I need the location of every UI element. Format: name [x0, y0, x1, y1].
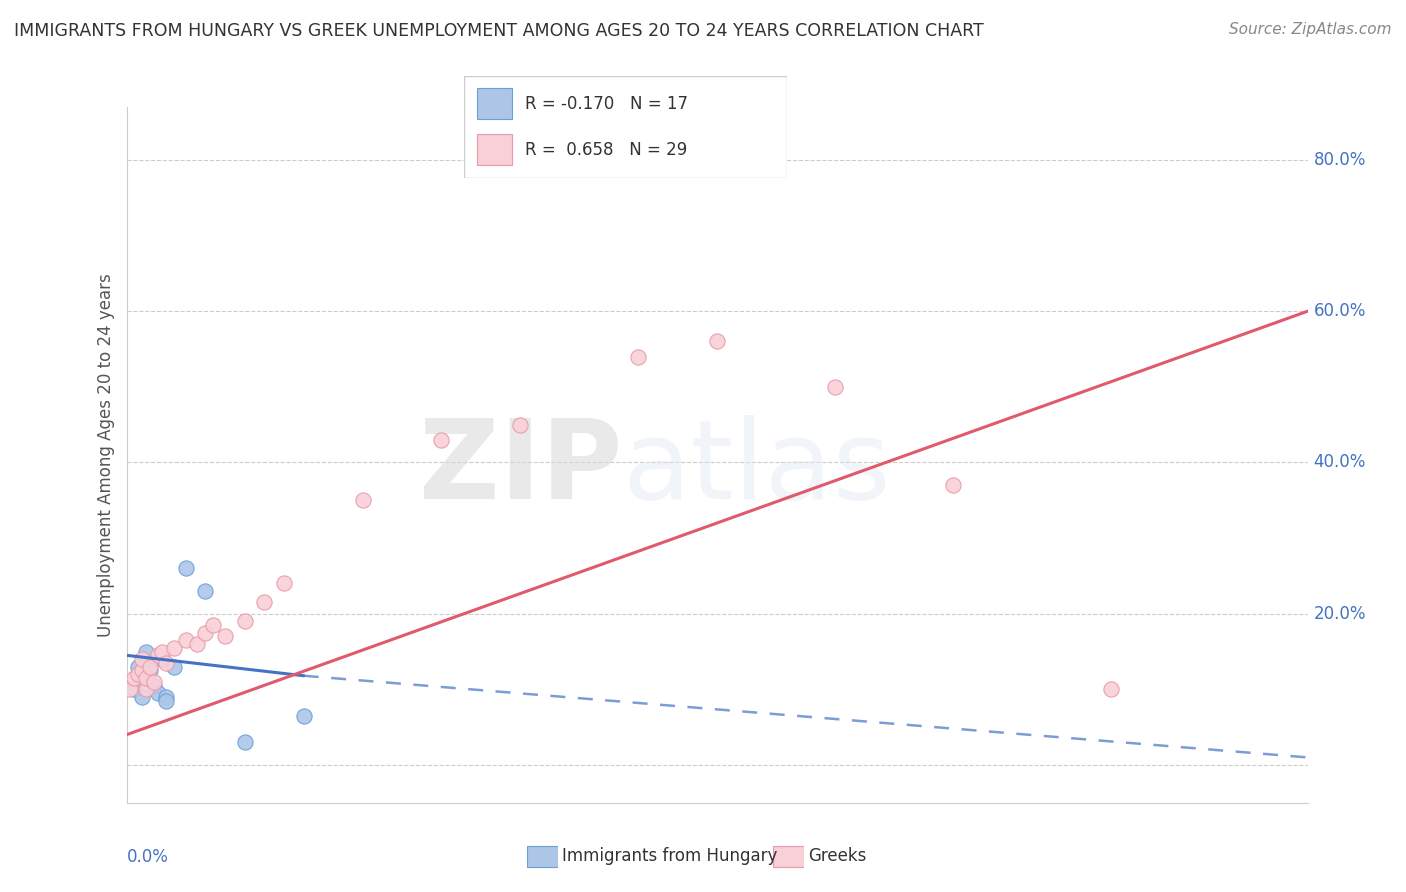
Point — [146, 648, 169, 663]
Point — [824, 380, 846, 394]
Point — [233, 735, 256, 749]
Point — [292, 708, 315, 723]
Point — [143, 674, 166, 689]
Point — [127, 667, 149, 681]
Text: R =  0.658   N = 29: R = 0.658 N = 29 — [526, 141, 688, 159]
Point — [139, 664, 162, 678]
Point — [143, 679, 166, 693]
Point — [150, 644, 173, 658]
Point — [124, 671, 146, 685]
Point — [146, 686, 169, 700]
Text: IMMIGRANTS FROM HUNGARY VS GREEK UNEMPLOYMENT AMONG AGES 20 TO 24 YEARS CORRELAT: IMMIGRANTS FROM HUNGARY VS GREEK UNEMPLO… — [14, 22, 984, 40]
Point — [186, 637, 208, 651]
Point — [174, 561, 197, 575]
Point — [163, 640, 186, 655]
Point — [127, 659, 149, 673]
Bar — [773, 846, 804, 867]
Text: ZIP: ZIP — [419, 416, 623, 523]
Point — [131, 664, 153, 678]
FancyBboxPatch shape — [464, 76, 787, 178]
Point — [135, 644, 157, 658]
Bar — [477, 135, 513, 165]
Point — [1099, 682, 1122, 697]
Point — [194, 584, 217, 599]
Point — [150, 652, 173, 666]
Point — [135, 682, 157, 697]
Point — [194, 625, 217, 640]
Point — [214, 629, 236, 643]
Point — [139, 659, 162, 673]
Point — [131, 652, 153, 666]
Point — [627, 350, 650, 364]
Point — [124, 682, 146, 697]
Y-axis label: Unemployment Among Ages 20 to 24 years: Unemployment Among Ages 20 to 24 years — [97, 273, 115, 637]
Text: 80.0%: 80.0% — [1313, 151, 1365, 169]
Text: 40.0%: 40.0% — [1313, 453, 1365, 472]
Point — [273, 576, 295, 591]
Text: 20.0%: 20.0% — [1313, 605, 1367, 623]
Text: Source: ZipAtlas.com: Source: ZipAtlas.com — [1229, 22, 1392, 37]
Text: R = -0.170   N = 17: R = -0.170 N = 17 — [526, 95, 689, 112]
Bar — [477, 88, 513, 119]
Text: atlas: atlas — [623, 416, 891, 523]
Point — [131, 690, 153, 704]
Point — [202, 618, 225, 632]
Text: Greeks: Greeks — [808, 847, 868, 865]
Point — [131, 667, 153, 681]
Bar — [527, 846, 558, 867]
Point — [163, 659, 186, 673]
Point — [509, 417, 531, 432]
Point — [233, 615, 256, 629]
Point — [135, 671, 157, 685]
Point — [155, 694, 177, 708]
Point — [155, 656, 177, 670]
Point — [430, 433, 453, 447]
Text: 60.0%: 60.0% — [1313, 302, 1365, 320]
Point — [706, 334, 728, 349]
Point — [352, 493, 374, 508]
Text: Immigrants from Hungary: Immigrants from Hungary — [562, 847, 778, 865]
Point — [253, 595, 276, 609]
Point — [942, 478, 965, 492]
Point — [135, 671, 157, 685]
Point — [120, 682, 142, 697]
Point — [155, 690, 177, 704]
Point — [174, 633, 197, 648]
Text: 0.0%: 0.0% — [127, 848, 169, 866]
